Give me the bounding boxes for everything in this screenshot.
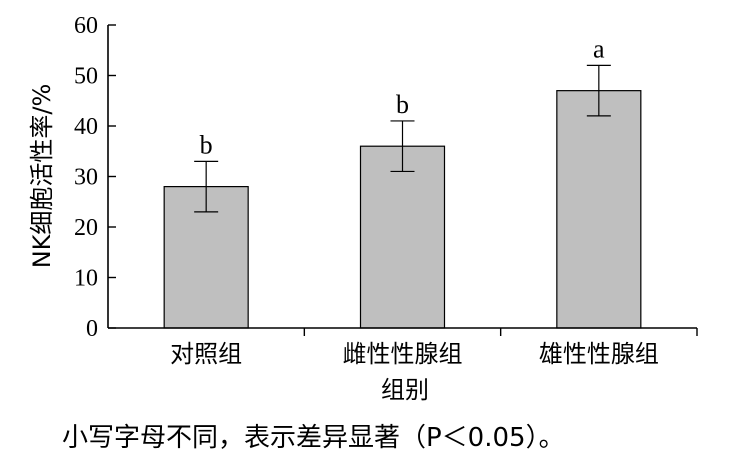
category-label: 雄性性腺组 <box>539 340 659 368</box>
bar <box>359 145 446 329</box>
error-bars-layer <box>194 64 611 213</box>
y-tick-label: 30 <box>74 165 98 191</box>
y-axis-title: NK细胞活性率/% <box>28 84 56 269</box>
x-axis-title: 组别 <box>381 376 429 404</box>
y-tick-label: 50 <box>74 64 98 90</box>
bar <box>556 90 642 329</box>
y-tick-label: 10 <box>74 266 98 292</box>
y-ticks-layer: 0 10 20 30 40 50 60 <box>74 13 116 342</box>
footnote: 小写字母不同，表示差异显著（P＜0.05）。 <box>62 423 565 453</box>
category-labels-layer: 对照组 雌性性腺组 雄性性腺组 <box>170 340 659 368</box>
y-tick-label: 40 <box>74 114 98 140</box>
category-label: 雌性性腺组 <box>343 340 463 368</box>
category-label: 对照组 <box>170 340 242 368</box>
significance-label: b <box>200 130 213 159</box>
y-tick-label: 60 <box>74 13 98 39</box>
significance-label: a <box>593 34 605 63</box>
y-tick-label: 20 <box>74 215 98 241</box>
y-tick-label: 0 <box>86 316 98 342</box>
significance-labels-layer: b b a <box>200 34 605 159</box>
significance-label: b <box>396 90 409 119</box>
